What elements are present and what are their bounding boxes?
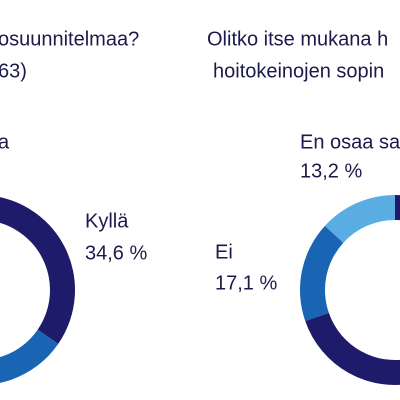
donut-segment xyxy=(305,195,400,385)
segment-label: En osaa sa xyxy=(300,131,400,153)
segment-label: a xyxy=(0,131,10,153)
chart-title: osuunnitelmaa? xyxy=(0,28,139,50)
donut-segment xyxy=(0,197,75,344)
chart-title: hoitokeinojen sopin xyxy=(213,60,384,82)
chart-title: Olitko itse mukana h xyxy=(207,28,388,50)
value-label: 13,2 % xyxy=(300,160,362,182)
segment-label: Kyllä xyxy=(85,210,129,232)
donut-segment xyxy=(300,225,344,322)
segment-label: Ei xyxy=(215,241,233,263)
donut-segment xyxy=(324,195,395,243)
value-label: 17,1 % xyxy=(215,272,277,294)
chart-title: 63) xyxy=(0,60,27,82)
value-label: 34,6 % xyxy=(85,242,147,264)
donut-segment xyxy=(0,329,59,383)
